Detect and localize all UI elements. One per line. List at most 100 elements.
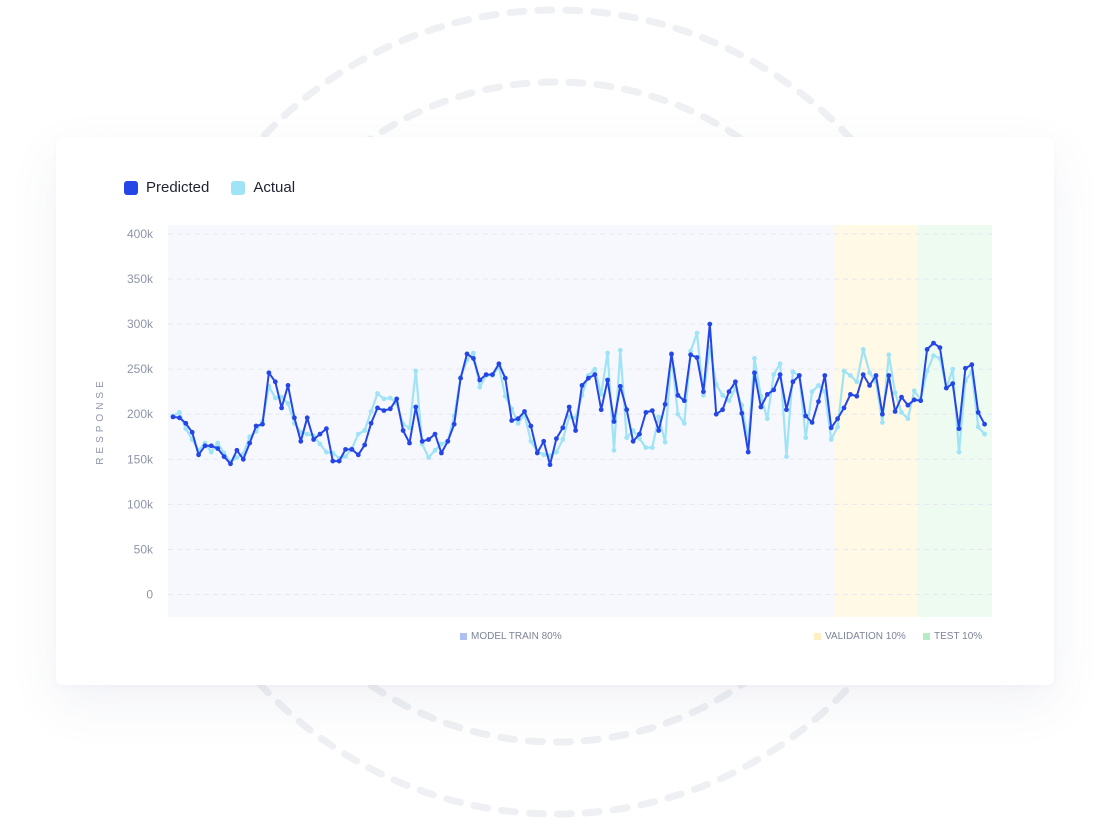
actual-point-16 bbox=[272, 395, 278, 401]
predicted-point-76 bbox=[656, 428, 662, 433]
actual-point-122 bbox=[950, 366, 956, 372]
actual-point-109 bbox=[867, 370, 872, 376]
predicted-point-93 bbox=[764, 392, 770, 397]
y-tick-label-300k: 300k bbox=[127, 317, 154, 331]
actual-point-114 bbox=[899, 410, 904, 415]
predicted-point-40 bbox=[426, 437, 431, 442]
predicted-point-24 bbox=[324, 426, 329, 432]
predicted-point-42 bbox=[439, 450, 444, 456]
predicted-point-73 bbox=[637, 431, 642, 437]
predicted-point-46 bbox=[464, 351, 470, 357]
actual-point-21 bbox=[304, 431, 310, 437]
actual-point-106 bbox=[848, 373, 853, 378]
predicted-point-72 bbox=[630, 438, 636, 444]
actual-point-97 bbox=[790, 369, 796, 375]
predicted-point-59 bbox=[547, 462, 553, 468]
y-tick-label-400k: 400k bbox=[127, 227, 154, 241]
predicted-point-125 bbox=[969, 362, 975, 368]
actual-point-47 bbox=[471, 350, 476, 356]
actual-point-6 bbox=[208, 449, 214, 455]
predicted-point-27 bbox=[343, 447, 348, 452]
predicted-point-15 bbox=[266, 370, 272, 376]
predicted-point-123 bbox=[956, 426, 962, 432]
predicted-point-36 bbox=[400, 428, 406, 433]
predicted-point-98 bbox=[796, 373, 802, 378]
y-tick-label-50k: 50k bbox=[134, 542, 154, 556]
region-label-train: MODEL TRAIN 80% bbox=[460, 631, 562, 642]
predicted-point-14 bbox=[260, 421, 265, 427]
actual-point-113 bbox=[892, 390, 898, 395]
predicted-point-109 bbox=[867, 383, 872, 388]
actual-point-91 bbox=[752, 356, 757, 361]
predicted-point-64 bbox=[579, 383, 585, 388]
predicted-point-89 bbox=[739, 410, 745, 416]
actual-point-41 bbox=[432, 447, 438, 453]
actual-point-1 bbox=[177, 410, 182, 415]
actual-point-76 bbox=[656, 414, 662, 420]
predicted-point-32 bbox=[375, 405, 380, 411]
actual-point-75 bbox=[649, 445, 655, 450]
region-text-test: TEST 10% bbox=[934, 631, 983, 642]
actual-point-10 bbox=[234, 455, 240, 460]
predicted-point-25 bbox=[330, 458, 336, 464]
legend-swatch-actual bbox=[231, 180, 246, 195]
actual-point-42 bbox=[439, 441, 444, 447]
predicted-point-91 bbox=[752, 370, 757, 376]
actual-point-119 bbox=[931, 353, 936, 359]
region-text-validation: VALIDATION 10% bbox=[825, 631, 906, 642]
actual-point-73 bbox=[637, 436, 642, 441]
predicted-point-69 bbox=[611, 419, 617, 424]
predicted-point-6 bbox=[208, 443, 214, 449]
actual-point-93 bbox=[764, 416, 770, 422]
actual-point-101 bbox=[816, 383, 821, 388]
actual-point-34 bbox=[387, 395, 393, 401]
actual-point-86 bbox=[720, 392, 725, 398]
y-tick-label-0: 0 bbox=[146, 587, 153, 601]
actual-point-77 bbox=[662, 439, 668, 445]
predicted-point-99 bbox=[803, 413, 809, 419]
predicted-point-97 bbox=[790, 379, 796, 385]
predicted-series-line bbox=[172, 323, 986, 466]
predicted-point-112 bbox=[886, 373, 892, 378]
actual-point-82 bbox=[694, 330, 700, 336]
predicted-point-29 bbox=[355, 452, 361, 458]
predicted-point-85 bbox=[713, 411, 719, 417]
actual-point-105 bbox=[841, 368, 847, 374]
predicted-point-81 bbox=[688, 352, 693, 358]
actual-point-96 bbox=[784, 454, 789, 459]
region-label-validation: VALIDATION 10% bbox=[814, 631, 906, 642]
actual-point-103 bbox=[828, 437, 834, 442]
predicted-point-107 bbox=[854, 393, 860, 399]
predicted-point-71 bbox=[624, 407, 630, 413]
predicted-point-52 bbox=[502, 375, 508, 381]
actual-point-123 bbox=[956, 449, 962, 455]
actual-point-94 bbox=[771, 372, 777, 377]
train-swatch bbox=[460, 633, 467, 640]
predicted-point-106 bbox=[848, 392, 853, 397]
predicted-point-48 bbox=[477, 377, 483, 383]
predicted-point-16 bbox=[272, 379, 278, 385]
predicted-point-23 bbox=[317, 431, 323, 437]
predicted-point-28 bbox=[349, 447, 355, 452]
predicted-point-58 bbox=[541, 438, 547, 444]
actual-point-40 bbox=[426, 455, 431, 460]
legend-item-predicted[interactable]: Predicted bbox=[124, 179, 209, 196]
predicted-point-17 bbox=[279, 405, 284, 411]
actual-point-38 bbox=[413, 368, 419, 374]
actual-point-118 bbox=[924, 368, 930, 374]
predicted-point-119 bbox=[931, 340, 936, 346]
predicted-point-92 bbox=[758, 404, 764, 410]
legend-item-actual[interactable]: Actual bbox=[231, 179, 295, 196]
predicted-point-2 bbox=[183, 420, 189, 426]
predicted-point-19 bbox=[292, 415, 297, 421]
predicted-point-30 bbox=[362, 442, 368, 448]
actual-point-69 bbox=[611, 447, 617, 453]
test-region-band bbox=[917, 225, 992, 617]
predicted-point-22 bbox=[311, 437, 316, 442]
actual-point-99 bbox=[803, 435, 809, 441]
predicted-point-84 bbox=[707, 321, 713, 327]
region-label-test: TEST 10% bbox=[923, 631, 982, 642]
chart-card: Predicted Actual 0 50k 100k 150k 200k 250k 300… bbox=[56, 137, 1054, 685]
actual-point-62 bbox=[566, 414, 572, 420]
predicted-point-61 bbox=[560, 425, 566, 431]
